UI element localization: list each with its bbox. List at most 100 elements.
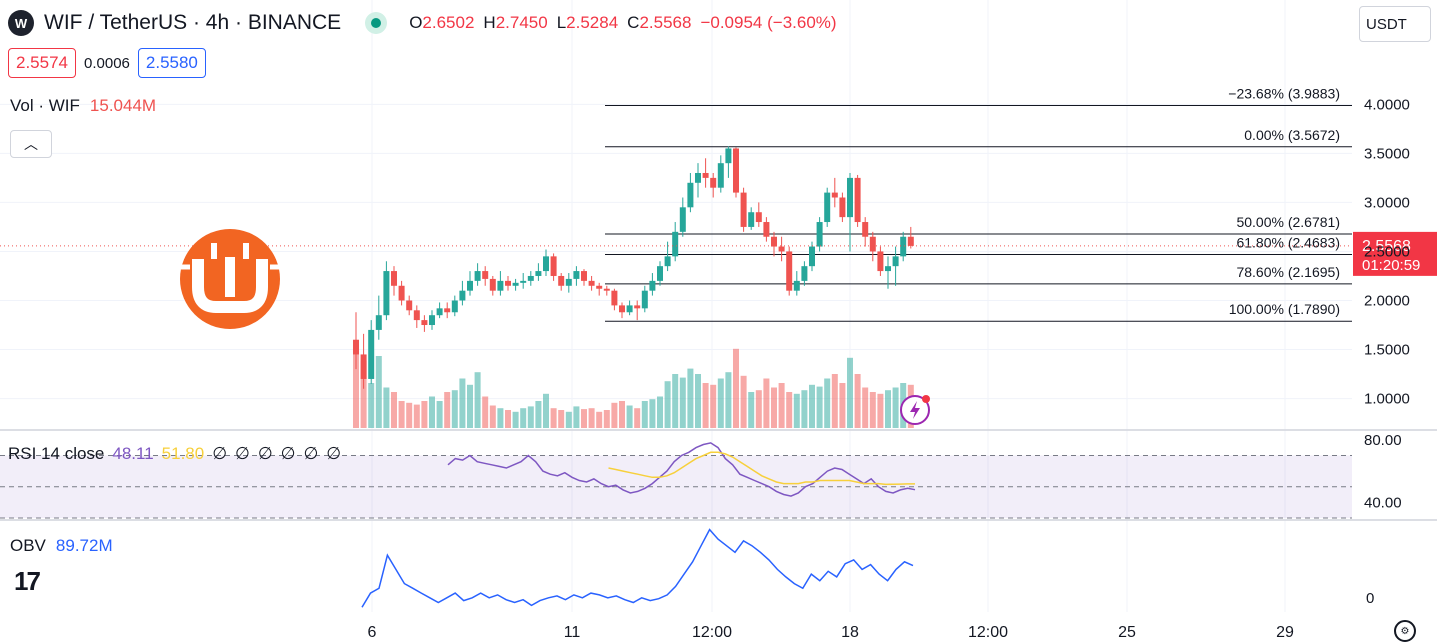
volume-bar bbox=[710, 384, 717, 428]
candle-body bbox=[413, 310, 420, 321]
gear-icon[interactable]: ⚙ bbox=[1394, 620, 1416, 642]
candle-body bbox=[885, 266, 891, 272]
obv-legend[interactable]: OBV 89.72M bbox=[10, 536, 113, 555]
rsi-pane bbox=[0, 442, 1352, 519]
sell-button[interactable]: 2.5574 bbox=[8, 48, 76, 78]
chevron-up-icon: ︿ bbox=[24, 136, 38, 152]
candle-body bbox=[816, 222, 823, 247]
volume-bar bbox=[497, 408, 504, 428]
symbol-title[interactable]: WIF / TetherUS · 4h · BINANCE bbox=[44, 11, 342, 34]
candle-body bbox=[353, 339, 359, 355]
symbol-logo-icon[interactable]: W bbox=[8, 10, 34, 36]
volume-bar bbox=[634, 408, 641, 428]
candle-body bbox=[649, 280, 656, 291]
candle-body bbox=[725, 148, 732, 164]
fib-level-label: 50.00% (2.6781) bbox=[1236, 214, 1340, 230]
spread-value: 0.0006 bbox=[84, 54, 130, 72]
buy-button[interactable]: 2.5580 bbox=[137, 48, 206, 78]
volume-bar bbox=[505, 410, 511, 428]
candle-body bbox=[679, 207, 686, 232]
candle-body bbox=[755, 212, 762, 223]
volume-bar bbox=[368, 383, 375, 428]
bitcoin-shop-logo-icon bbox=[180, 229, 280, 329]
time-tick-label: 6 bbox=[368, 624, 377, 641]
candle-body bbox=[809, 246, 815, 267]
candle-body bbox=[429, 315, 435, 326]
market-status-icon[interactable] bbox=[365, 12, 388, 34]
candle-body bbox=[398, 285, 405, 301]
volume-bar bbox=[565, 411, 572, 428]
candle-body bbox=[763, 222, 770, 237]
candle-body bbox=[892, 256, 899, 267]
candle-body bbox=[869, 236, 876, 252]
volume-bar bbox=[611, 402, 618, 428]
collapse-indicators-button[interactable]: ︿ bbox=[10, 130, 52, 158]
volume-bars bbox=[353, 347, 914, 428]
volume-bar bbox=[664, 381, 671, 428]
candle-body bbox=[360, 354, 367, 379]
last-price-line: 2.5568 01:20:59 bbox=[0, 231, 1437, 276]
volume-bar bbox=[816, 386, 823, 428]
candle-body bbox=[862, 222, 869, 237]
volume-bar bbox=[375, 356, 382, 428]
price-tick-label: 2.5000 bbox=[1364, 243, 1410, 260]
volume-bar bbox=[596, 411, 603, 428]
volume-bar bbox=[771, 387, 777, 428]
candle-body bbox=[383, 271, 390, 316]
time-tick-label: 18 bbox=[841, 624, 859, 641]
volume-bar bbox=[619, 401, 625, 428]
fib-level-label: 100.00% (1.7890) bbox=[1229, 301, 1340, 317]
candle-body bbox=[596, 285, 603, 289]
obv-pane bbox=[361, 528, 914, 608]
volume-bar bbox=[641, 401, 648, 428]
candle-body bbox=[558, 275, 565, 286]
candle-body bbox=[664, 256, 671, 267]
volume-bar bbox=[527, 406, 534, 428]
candle-body bbox=[877, 251, 884, 272]
volume-bar bbox=[847, 357, 853, 428]
candle-body bbox=[748, 212, 755, 227]
rsi-legend[interactable]: RSI 14 close 48.11 51.80 ∅ ∅ ∅ ∅ ∅ ∅ bbox=[8, 444, 342, 463]
volume-bar bbox=[740, 375, 747, 428]
candle-body bbox=[793, 280, 800, 291]
candle-body bbox=[573, 271, 580, 279]
rsi-ma-line bbox=[608, 451, 915, 486]
candle-body bbox=[619, 305, 625, 313]
candle-body bbox=[611, 290, 618, 306]
candle-body bbox=[672, 231, 679, 257]
volume-bar bbox=[695, 374, 701, 428]
volume-bar bbox=[626, 405, 633, 428]
candle-body bbox=[505, 280, 511, 286]
candle-body bbox=[459, 290, 466, 301]
price-tick-label: 1.5000 bbox=[1364, 342, 1410, 359]
volume-bar bbox=[649, 399, 656, 428]
volume-bar bbox=[436, 401, 443, 428]
currency-selector[interactable]: USDT bbox=[1359, 6, 1431, 42]
volume-bar bbox=[353, 347, 359, 428]
countdown-label: 01:20:59 bbox=[1362, 257, 1420, 274]
candle-body bbox=[368, 329, 375, 379]
time-tick-label: 25 bbox=[1118, 624, 1136, 641]
volume-bar bbox=[854, 374, 861, 428]
lightning-icon[interactable] bbox=[900, 395, 930, 425]
candle-body bbox=[786, 251, 793, 291]
volume-bar bbox=[581, 409, 587, 428]
candle-body bbox=[482, 271, 489, 279]
candle-body bbox=[421, 320, 428, 326]
price-tick-label: 3.0000 bbox=[1364, 194, 1410, 211]
time-tick-label: 12:00 bbox=[968, 624, 1008, 641]
price-tick-label: 3.5000 bbox=[1364, 145, 1410, 162]
volume-legend[interactable]: Vol · WIF 15.044M bbox=[10, 96, 157, 115]
candle-body bbox=[801, 266, 808, 281]
volume-bar bbox=[406, 402, 413, 428]
volume-bar bbox=[451, 390, 458, 428]
candle-body bbox=[695, 172, 701, 183]
tradingview-logo-icon[interactable]: 17 bbox=[14, 566, 41, 596]
candle-body bbox=[565, 278, 572, 286]
candle-body bbox=[375, 315, 382, 330]
volume-bar bbox=[877, 393, 884, 428]
candle-body bbox=[824, 192, 831, 223]
candle-body bbox=[733, 148, 739, 193]
volume-bar bbox=[588, 408, 595, 428]
